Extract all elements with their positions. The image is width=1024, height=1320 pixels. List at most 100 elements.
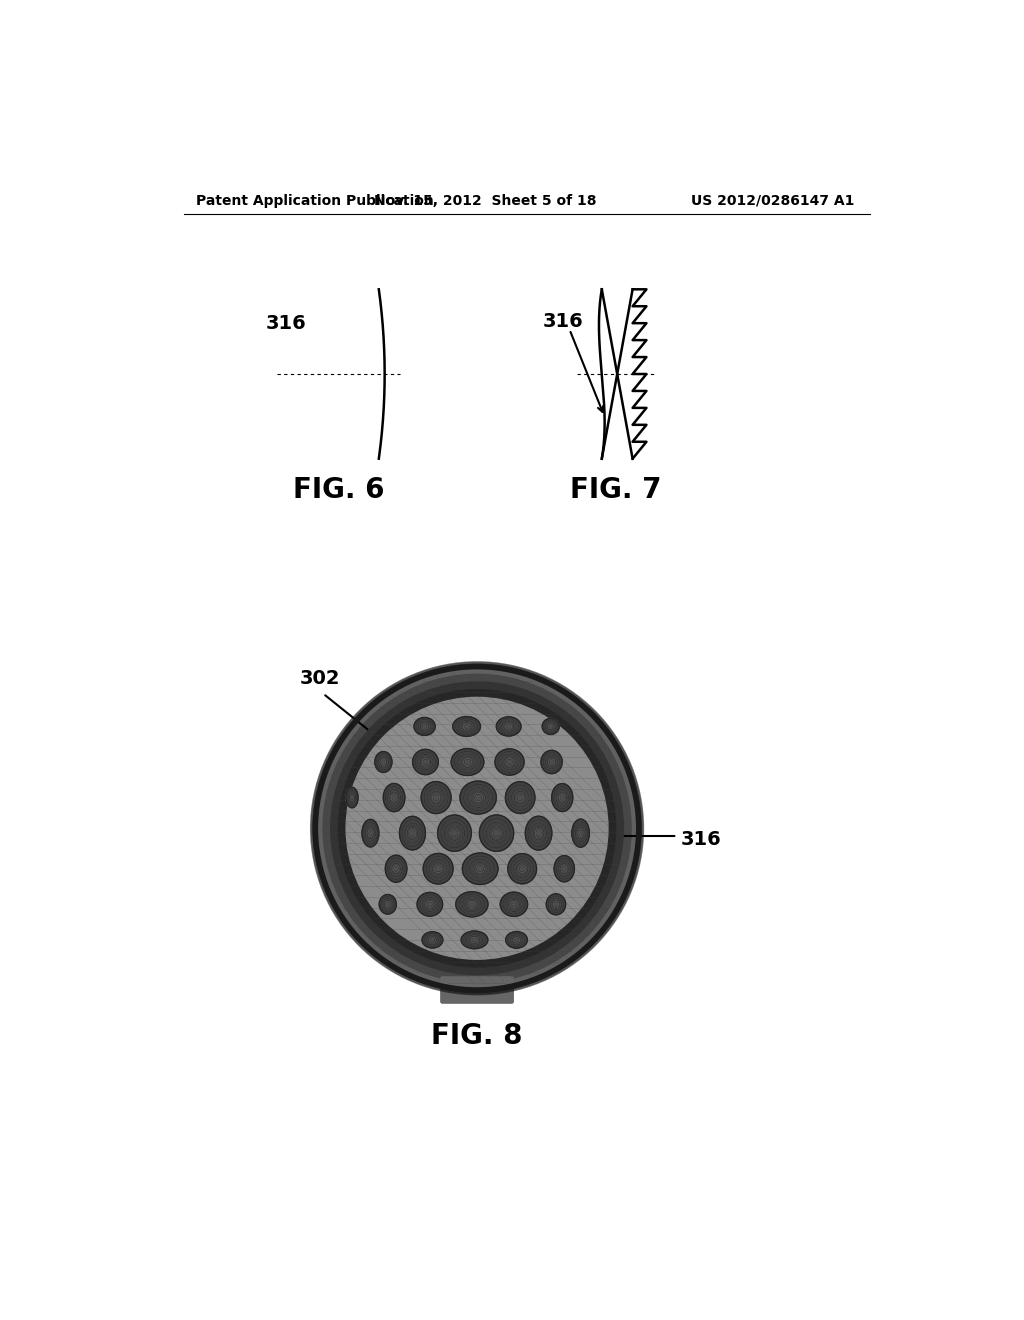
Ellipse shape	[478, 867, 482, 871]
Ellipse shape	[473, 939, 476, 941]
Ellipse shape	[550, 726, 552, 727]
Ellipse shape	[571, 820, 590, 847]
Ellipse shape	[379, 895, 396, 913]
Ellipse shape	[497, 717, 521, 737]
Ellipse shape	[428, 903, 431, 906]
FancyBboxPatch shape	[441, 977, 513, 1003]
Text: FIG. 6: FIG. 6	[293, 475, 384, 503]
Text: 316: 316	[265, 314, 306, 334]
Ellipse shape	[463, 853, 498, 884]
Ellipse shape	[456, 892, 488, 917]
Circle shape	[346, 697, 608, 960]
Ellipse shape	[554, 855, 574, 882]
Ellipse shape	[497, 717, 521, 737]
Ellipse shape	[555, 903, 557, 906]
Ellipse shape	[411, 832, 414, 836]
Ellipse shape	[571, 820, 590, 847]
Ellipse shape	[385, 855, 407, 882]
Ellipse shape	[399, 816, 425, 850]
Ellipse shape	[541, 750, 562, 774]
Ellipse shape	[361, 820, 379, 847]
Ellipse shape	[387, 903, 389, 906]
Ellipse shape	[417, 892, 442, 916]
Ellipse shape	[476, 796, 480, 800]
Ellipse shape	[453, 717, 480, 737]
Ellipse shape	[422, 932, 442, 948]
Ellipse shape	[382, 760, 384, 763]
Ellipse shape	[452, 748, 483, 775]
Ellipse shape	[351, 796, 352, 799]
Ellipse shape	[546, 894, 565, 915]
Ellipse shape	[421, 781, 451, 813]
Ellipse shape	[346, 788, 358, 808]
Circle shape	[339, 689, 615, 968]
Ellipse shape	[456, 892, 488, 917]
Ellipse shape	[537, 832, 541, 836]
Ellipse shape	[495, 832, 499, 836]
Ellipse shape	[379, 895, 396, 913]
Ellipse shape	[580, 832, 582, 834]
Text: Patent Application Publication: Patent Application Publication	[196, 194, 434, 207]
Ellipse shape	[561, 796, 563, 799]
Ellipse shape	[453, 717, 480, 737]
Ellipse shape	[414, 718, 435, 735]
Text: 316: 316	[543, 312, 584, 331]
Ellipse shape	[479, 814, 514, 851]
Ellipse shape	[460, 781, 497, 814]
Ellipse shape	[546, 894, 565, 915]
Circle shape	[331, 682, 624, 974]
Ellipse shape	[423, 854, 453, 884]
Ellipse shape	[506, 932, 527, 948]
Ellipse shape	[506, 781, 535, 813]
Ellipse shape	[375, 751, 392, 772]
Ellipse shape	[434, 796, 438, 800]
Ellipse shape	[525, 816, 552, 850]
Ellipse shape	[518, 796, 522, 800]
Ellipse shape	[515, 939, 518, 941]
Ellipse shape	[383, 784, 404, 812]
Ellipse shape	[383, 784, 404, 812]
Ellipse shape	[452, 748, 483, 775]
Ellipse shape	[508, 854, 537, 884]
Text: FIG. 7: FIG. 7	[570, 475, 662, 503]
Ellipse shape	[437, 814, 471, 851]
Text: 302: 302	[300, 669, 340, 688]
Ellipse shape	[508, 854, 537, 884]
Ellipse shape	[436, 867, 440, 871]
Ellipse shape	[346, 788, 358, 808]
Ellipse shape	[413, 750, 438, 775]
Text: 316: 316	[681, 830, 722, 849]
Ellipse shape	[414, 718, 435, 735]
Ellipse shape	[417, 892, 442, 916]
Ellipse shape	[395, 867, 397, 870]
Ellipse shape	[506, 932, 527, 948]
Ellipse shape	[466, 760, 469, 763]
Ellipse shape	[424, 760, 427, 763]
Ellipse shape	[423, 854, 453, 884]
Circle shape	[315, 667, 639, 990]
Ellipse shape	[495, 748, 524, 775]
Text: Nov. 15, 2012  Sheet 5 of 18: Nov. 15, 2012 Sheet 5 of 18	[374, 194, 596, 207]
Ellipse shape	[501, 892, 527, 916]
Text: FIG. 8: FIG. 8	[431, 1022, 523, 1051]
Ellipse shape	[507, 725, 510, 727]
Ellipse shape	[385, 855, 407, 882]
Ellipse shape	[399, 816, 425, 850]
Ellipse shape	[393, 796, 395, 800]
Ellipse shape	[461, 931, 487, 949]
Ellipse shape	[543, 718, 559, 734]
Ellipse shape	[512, 903, 515, 906]
Ellipse shape	[552, 784, 572, 812]
Ellipse shape	[460, 781, 497, 814]
Ellipse shape	[423, 726, 426, 727]
Ellipse shape	[506, 781, 535, 813]
Ellipse shape	[543, 718, 559, 734]
Ellipse shape	[495, 748, 524, 775]
Ellipse shape	[461, 931, 487, 949]
Ellipse shape	[422, 932, 442, 948]
Ellipse shape	[501, 892, 527, 916]
Ellipse shape	[550, 760, 553, 763]
Ellipse shape	[563, 867, 565, 870]
Ellipse shape	[453, 832, 457, 836]
Ellipse shape	[361, 820, 379, 847]
